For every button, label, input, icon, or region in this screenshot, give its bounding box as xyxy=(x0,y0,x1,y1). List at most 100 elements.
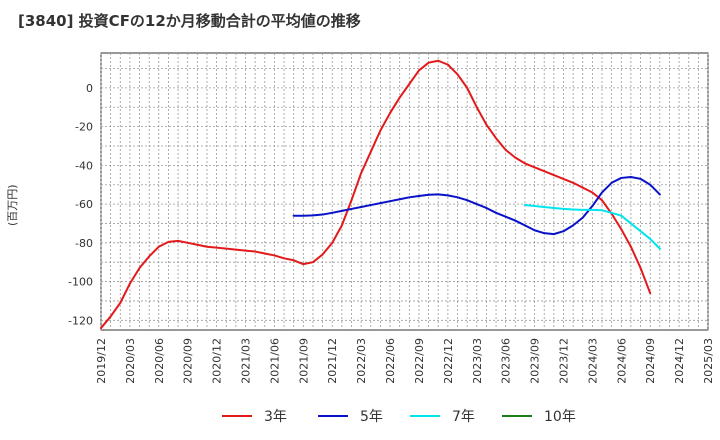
data-point xyxy=(591,191,594,194)
y-tick-label: 0 xyxy=(86,82,93,95)
data-point xyxy=(581,186,584,189)
y-tick-label: -20 xyxy=(75,121,93,134)
data-point xyxy=(475,106,478,109)
data-point xyxy=(562,208,565,210)
data-point xyxy=(379,202,382,205)
legend-item: 3年 xyxy=(222,402,287,430)
data-point xyxy=(620,177,623,179)
legend-swatch xyxy=(318,415,348,417)
data-point xyxy=(495,137,497,140)
x-tick-label: 2024/06 xyxy=(615,338,628,384)
data-point xyxy=(157,245,160,248)
data-point xyxy=(446,194,449,197)
data-point xyxy=(398,198,401,201)
x-tick-label: 2024/09 xyxy=(644,338,657,384)
x-tick-label: 2022/03 xyxy=(355,338,368,384)
data-point xyxy=(572,208,575,211)
data-point xyxy=(418,69,420,72)
data-point xyxy=(312,214,314,217)
data-point xyxy=(119,301,122,304)
legend-label: 3年 xyxy=(264,409,287,425)
y-tick-label: -80 xyxy=(75,237,93,250)
x-tick-label: 2019/12 xyxy=(95,338,108,384)
legend-label: 5年 xyxy=(360,409,383,425)
data-point xyxy=(186,241,189,244)
x-tick-label: 2024/12 xyxy=(673,338,686,384)
data-point xyxy=(543,170,546,173)
x-tick-label: 2021/06 xyxy=(268,338,281,384)
series-line-1 xyxy=(100,59,652,330)
data-point xyxy=(340,209,343,212)
data-point xyxy=(418,195,420,197)
data-point xyxy=(620,214,623,217)
data-point xyxy=(533,205,536,207)
data-point xyxy=(466,199,469,202)
data-point xyxy=(543,232,546,235)
data-point xyxy=(206,245,208,248)
data-point xyxy=(292,214,295,217)
data-point xyxy=(360,206,363,208)
data-point xyxy=(350,208,353,210)
x-tick-label: 2023/03 xyxy=(471,338,484,384)
data-point xyxy=(340,224,343,227)
data-point xyxy=(475,203,478,205)
data-point xyxy=(630,222,632,225)
x-tick-label: 2023/12 xyxy=(557,338,570,384)
x-tick-label: 2025/03 xyxy=(702,338,715,384)
data-point xyxy=(562,230,565,233)
x-tick-label: 2021/09 xyxy=(297,338,310,384)
data-point xyxy=(427,193,430,196)
data-point xyxy=(572,224,575,227)
data-point xyxy=(389,200,391,203)
data-point xyxy=(446,63,449,66)
data-point xyxy=(552,207,555,209)
data-point xyxy=(649,183,652,186)
data-point xyxy=(321,253,324,256)
data-point xyxy=(533,229,536,232)
data-point xyxy=(601,191,603,194)
data-point xyxy=(524,204,526,206)
legend-swatch xyxy=(410,415,440,417)
plot-area xyxy=(100,52,709,331)
data-point xyxy=(456,73,459,76)
data-point xyxy=(369,204,372,206)
data-point xyxy=(225,247,228,250)
data-point xyxy=(562,178,565,180)
data-point xyxy=(369,150,372,153)
data-point xyxy=(302,263,305,266)
legend-item: 7年 xyxy=(410,402,475,430)
data-point xyxy=(215,246,218,249)
legend-label: 7年 xyxy=(452,409,475,425)
data-point xyxy=(485,207,488,209)
x-tick-label: 2020/06 xyxy=(153,338,166,384)
data-point xyxy=(591,209,594,211)
data-point xyxy=(591,205,594,207)
data-point xyxy=(437,193,440,196)
data-point xyxy=(524,224,526,227)
legend-swatch xyxy=(502,415,532,417)
data-point xyxy=(639,267,642,269)
data-point xyxy=(610,211,613,214)
data-point xyxy=(504,148,507,151)
data-point xyxy=(138,267,141,269)
data-point xyxy=(610,181,613,184)
data-point xyxy=(244,249,247,252)
chart-title: [3840] 投資CFの12か月移動合計の平均値の推移 xyxy=(18,12,361,30)
data-point xyxy=(456,196,459,199)
legend-label: 10年 xyxy=(544,409,576,425)
legend-swatch xyxy=(222,415,252,417)
data-point xyxy=(283,257,285,260)
data-point xyxy=(514,156,517,159)
data-point xyxy=(273,254,276,257)
data-point xyxy=(630,176,632,178)
data-point xyxy=(639,178,642,180)
data-point xyxy=(552,233,555,236)
data-point xyxy=(649,238,652,240)
data-point xyxy=(389,112,391,114)
x-tick-label: 2021/03 xyxy=(240,338,253,384)
data-point xyxy=(292,259,295,262)
legend-item: 10年 xyxy=(502,402,576,430)
data-point xyxy=(254,250,257,253)
y-tick-label: -100 xyxy=(68,276,93,289)
